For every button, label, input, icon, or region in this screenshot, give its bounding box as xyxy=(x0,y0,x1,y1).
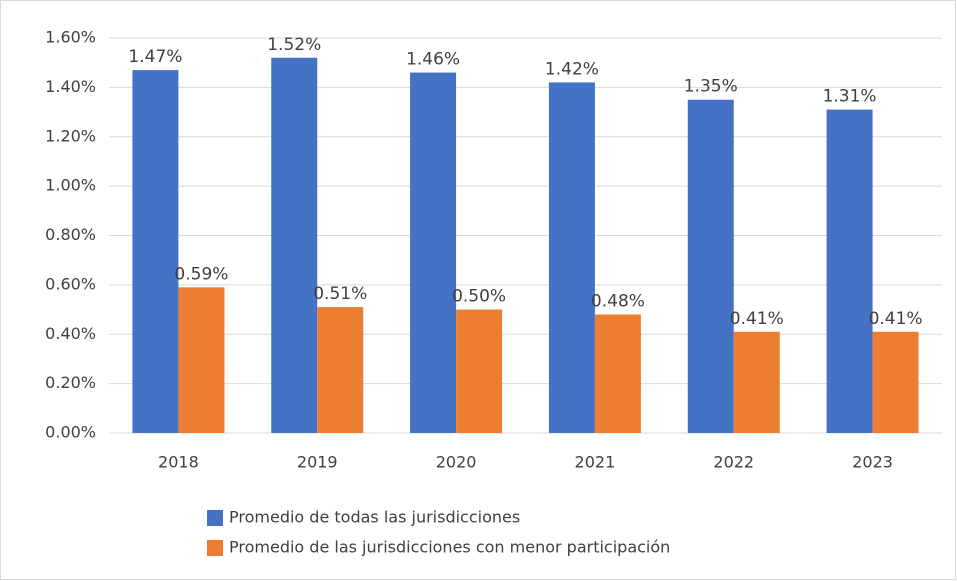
value-label: 0.59% xyxy=(174,264,228,284)
bar xyxy=(826,109,873,433)
value-label: 0.41% xyxy=(730,309,784,329)
legend-label: Promedio de todas las jurisdicciones xyxy=(229,508,520,527)
x-tick-label: 2021 xyxy=(575,453,616,472)
value-label: 1.52% xyxy=(267,35,321,55)
value-label: 0.48% xyxy=(591,292,645,312)
value-label: 1.47% xyxy=(128,47,182,67)
value-label: 0.41% xyxy=(869,309,923,329)
bar xyxy=(271,57,318,433)
bar xyxy=(317,307,364,433)
value-label: 0.50% xyxy=(452,287,506,307)
legend-swatch xyxy=(207,540,223,556)
bar xyxy=(132,70,179,433)
y-tick-label: 0.80% xyxy=(45,225,96,244)
bar xyxy=(733,331,780,433)
bar xyxy=(594,314,641,433)
value-label: 1.35% xyxy=(684,77,738,97)
y-tick-label: 0.60% xyxy=(45,274,96,293)
y-tick-label: 0.40% xyxy=(45,324,96,343)
y-tick-label: 0.00% xyxy=(45,423,96,442)
value-label: 1.31% xyxy=(823,87,877,107)
bar xyxy=(872,331,919,433)
x-tick-label: 2023 xyxy=(852,453,893,472)
y-tick-label: 1.20% xyxy=(45,126,96,145)
bar xyxy=(178,287,225,433)
bar xyxy=(687,99,734,433)
x-tick-label: 2019 xyxy=(297,453,338,472)
bar xyxy=(548,82,595,433)
bar xyxy=(456,309,503,433)
legend-swatch xyxy=(207,510,223,526)
bar xyxy=(410,72,457,433)
y-tick-label: 1.00% xyxy=(45,176,96,195)
legend-label: Promedio de las jurisdicciones con menor… xyxy=(229,538,670,557)
x-tick-label: 2022 xyxy=(713,453,754,472)
x-tick-label: 2020 xyxy=(436,453,477,472)
value-label: 0.51% xyxy=(313,284,367,304)
value-label: 1.42% xyxy=(545,59,599,79)
value-label: 1.46% xyxy=(406,50,460,70)
y-tick-label: 1.40% xyxy=(45,77,96,96)
y-tick-label: 0.20% xyxy=(45,373,96,392)
x-tick-label: 2018 xyxy=(158,453,199,472)
y-tick-label: 1.60% xyxy=(45,28,96,47)
